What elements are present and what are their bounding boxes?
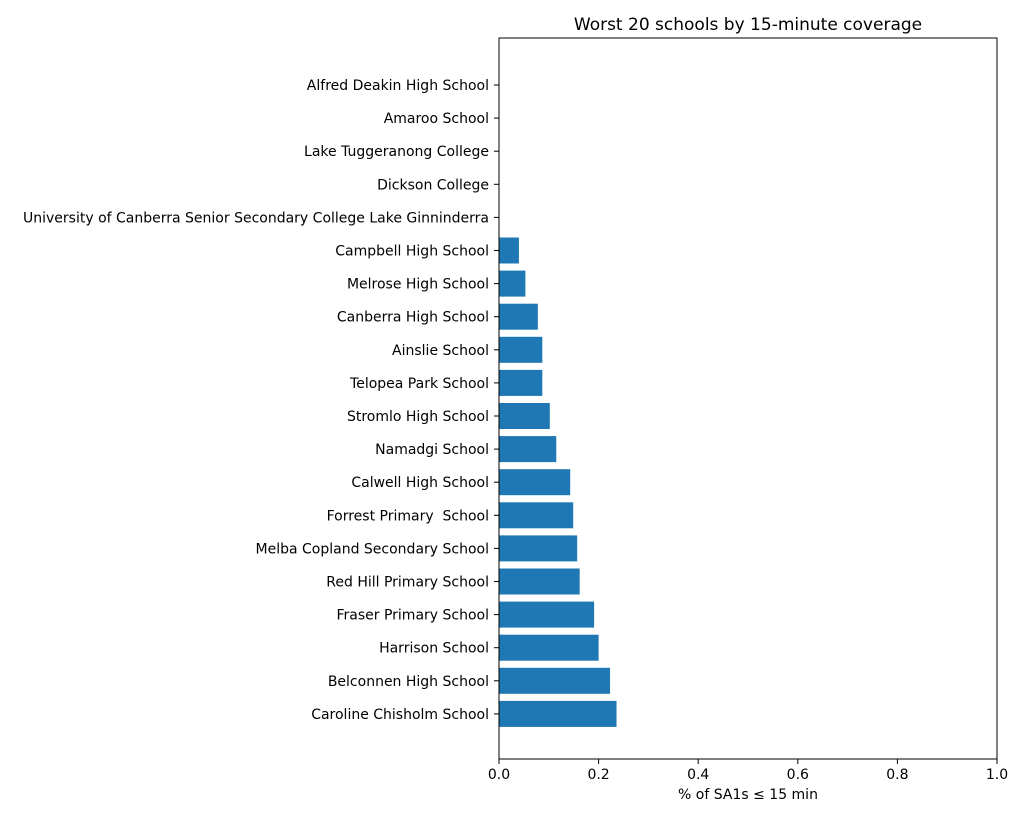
x-axis-ticks: 0.0 0.2 0.4 0.6 0.8 1.0 [488,759,1008,783]
category-label: Dickson College [377,177,489,193]
bar [499,237,519,264]
category-label: Forrest Primary School [327,508,489,524]
category-label: Lake Tuggeranong College [304,144,489,160]
x-axis-label: % of SA1s ≤ 15 min [678,787,818,803]
x-tick-label: 0.2 [587,767,609,783]
category-label: Calwell High School [351,475,489,491]
bar [499,336,543,363]
bar [499,535,578,562]
x-tick-label: 0.8 [886,767,908,783]
bar [499,568,580,595]
bar [499,502,574,529]
bar [499,403,550,429]
bar [499,369,543,396]
category-label: Namadgi School [375,442,489,458]
chart-title: Worst 20 schools by 15-minute coverage [574,15,922,35]
x-tick-label: 0.6 [787,767,809,783]
category-label: Belconnen High School [328,674,489,690]
category-label: Melrose High School [347,277,489,293]
bar [499,601,595,628]
category-label: Telopea Park School [349,376,489,392]
category-label: Ainslie School [392,343,489,359]
bar [499,700,617,727]
bar [499,303,538,330]
bars-group [499,237,617,727]
category-label: Campbell High School [335,244,489,260]
category-label: University of Canberra Senior Secondary … [23,210,489,226]
category-label: Red Hill Primary School [326,575,489,591]
category-label: Amaroo School [384,111,489,127]
plot-frame [498,37,998,760]
bar [499,634,599,661]
bar [499,667,611,694]
category-labels: Alfred Deakin High School Amaroo School La… [23,78,499,723]
x-tick-label: 1.0 [986,767,1008,783]
category-label: Fraser Primary School [336,608,489,624]
category-label: Caroline Chisholm School [311,707,489,723]
bar [499,270,526,297]
x-tick-label: 0.4 [687,767,709,783]
bar [499,436,557,463]
category-label: Stromlo High School [347,409,489,425]
category-label: Melba Copland Secondary School [256,541,489,557]
x-tick-label: 0.0 [488,767,510,783]
category-label: Harrison School [379,641,489,657]
category-label: Canberra High School [337,310,489,326]
category-label: Alfred Deakin High School [307,78,489,94]
bar [499,469,571,496]
